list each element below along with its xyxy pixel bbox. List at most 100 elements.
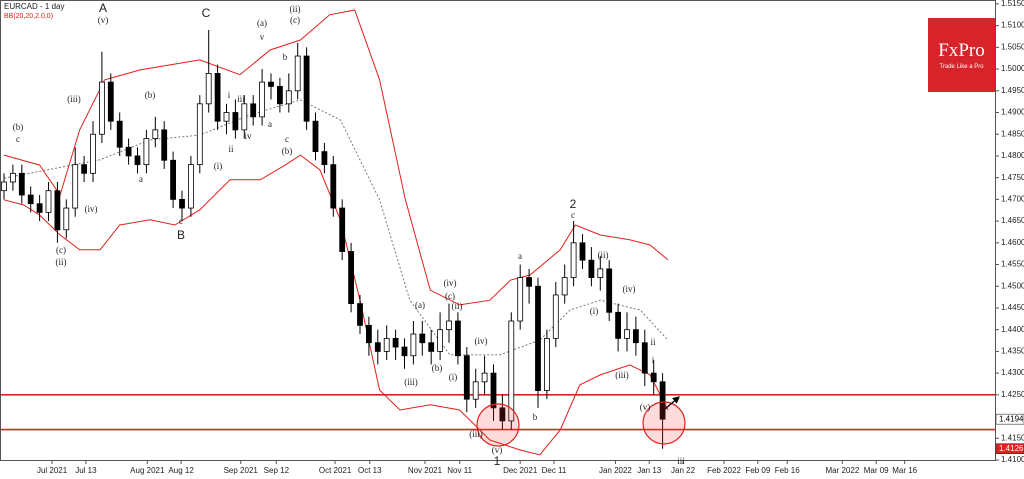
candle-body <box>374 342 381 352</box>
wave-label: (b) <box>13 122 24 132</box>
candle-body <box>143 138 150 166</box>
candle-body <box>481 372 488 383</box>
y-tick-label: 1.4950 <box>1001 86 1024 95</box>
x-tick-label: Aug 2021 <box>130 466 165 475</box>
wave-label: i <box>228 90 231 100</box>
candle-body <box>446 320 452 331</box>
wave-label: (iii) <box>67 94 81 104</box>
x-tick-label: Nov 2021 <box>408 466 443 475</box>
wave-label: c <box>16 134 20 144</box>
candle-body <box>63 207 70 231</box>
candle-body <box>659 381 666 420</box>
wave-label: (ii) <box>452 301 463 311</box>
candle-body <box>570 242 577 278</box>
candle-body <box>196 103 203 166</box>
candle-body <box>259 81 265 118</box>
y-tick-label: 1.4400 <box>1001 325 1024 334</box>
wave-label: iii <box>677 456 685 466</box>
wave-label: (c) <box>445 291 455 301</box>
x-tick-label: Oct 13 <box>358 466 382 475</box>
candle-body <box>392 337 399 348</box>
bollinger-band <box>3 9 669 306</box>
wave-label: (iv) <box>444 278 457 288</box>
candle-body <box>579 242 586 261</box>
candle-body <box>223 112 230 122</box>
candle-body <box>54 190 61 231</box>
wave-label: (iv) <box>475 336 488 346</box>
wave-label: c <box>571 210 575 220</box>
wave-label: (b) <box>145 90 156 100</box>
candle-body <box>214 73 221 122</box>
candle-body <box>36 203 43 213</box>
y-tick-label: 1.4650 <box>1001 216 1024 225</box>
y-tick-label: 1.4900 <box>1001 108 1024 117</box>
candle-body <box>188 164 194 209</box>
highlight-circle <box>642 401 686 445</box>
plot-area <box>0 9 995 456</box>
price-tag-label: 1.4126 <box>999 444 1024 453</box>
candle-body <box>472 381 479 400</box>
wave-label: A <box>99 1 107 15</box>
wave-label: (b) <box>282 146 293 156</box>
x-tick-label: Jul 13 <box>75 466 97 475</box>
candle-body <box>615 311 621 339</box>
x-tick-label: Mar 16 <box>892 466 917 475</box>
logo: FxPro Trade Like a Pro <box>928 18 995 92</box>
wave-label: (iv) <box>85 204 98 214</box>
y-tick-label: 1.5150 <box>1001 0 1024 8</box>
wave-label: (v) <box>640 402 651 412</box>
y-tick-label: 1.4800 <box>1001 151 1024 160</box>
logo-name: FxPro <box>938 40 985 61</box>
candle-body <box>624 329 630 339</box>
y-tick-label: 1.4850 <box>1001 129 1024 138</box>
candle-body <box>588 259 595 278</box>
wave-label: iv <box>244 131 252 141</box>
y-tick-label: 1.5100 <box>1001 21 1024 30</box>
y-tick-label: 1.4750 <box>1001 173 1024 182</box>
x-tick-label: Jul 2021 <box>37 466 68 475</box>
candle-body <box>437 329 443 352</box>
candle-body <box>543 337 550 391</box>
candle-body <box>90 133 96 174</box>
wave-label: B <box>177 228 185 242</box>
wave-label: 2 <box>570 197 577 211</box>
indicator-label: BB(20,20,2.0,0) <box>4 13 53 20</box>
candle-body <box>134 155 141 166</box>
y-tick-label: 1.4150 <box>1001 433 1024 442</box>
candle-body <box>18 172 25 196</box>
wave-label: (iii) <box>469 429 483 439</box>
y-tick-label: 1.5000 <box>1001 64 1024 73</box>
x-tick-label: Sep 12 <box>264 466 290 475</box>
wave-label: c <box>285 134 289 144</box>
y-tick-label: 1.4350 <box>1001 347 1024 356</box>
wave-label: b <box>533 412 538 422</box>
candle-body <box>276 86 283 105</box>
highlight-circle <box>476 403 520 447</box>
y-tick-label: 1.4700 <box>1001 194 1024 203</box>
bollinger-band <box>3 154 669 456</box>
candle-body <box>401 346 408 357</box>
x-tick-label: Nov 11 <box>447 466 472 475</box>
wave-label: (iv) <box>623 284 636 294</box>
wave-label: C <box>202 6 211 20</box>
wave-label: (v) <box>98 15 109 25</box>
candle-body <box>1 181 7 192</box>
candle-body <box>535 285 541 391</box>
wave-label: a <box>518 251 522 261</box>
x-tick-label: Aug 12 <box>168 466 194 475</box>
candle-body <box>27 194 34 205</box>
candle-body <box>419 333 426 344</box>
x-tick-label: Dec 11 <box>542 466 567 475</box>
candle-body <box>597 268 604 278</box>
wave-label: ii <box>228 144 234 154</box>
wave-label: i <box>652 355 655 365</box>
candle-body <box>348 251 354 305</box>
wave-label: (iii) <box>615 370 629 380</box>
wave-label: (ii) <box>290 4 301 14</box>
plot-frame <box>0 0 996 461</box>
candle-body <box>294 55 301 92</box>
candle-body <box>650 372 657 383</box>
candle-body <box>561 277 568 296</box>
candle-body <box>152 129 159 139</box>
